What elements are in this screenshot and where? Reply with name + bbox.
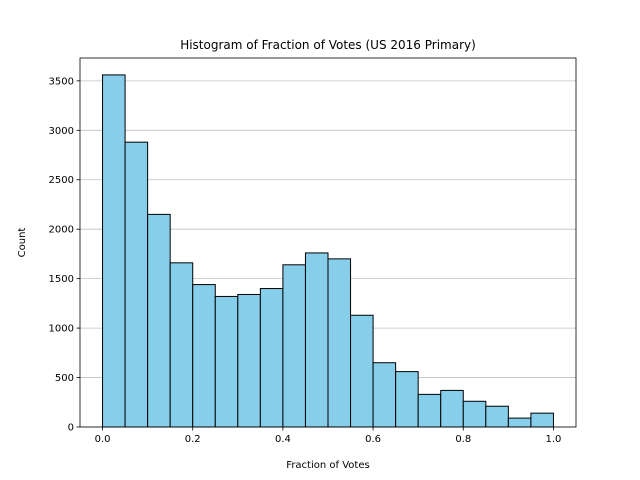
x-tick-label: 0.2 bbox=[185, 434, 201, 445]
y-tick-label: 1000 bbox=[49, 324, 74, 335]
y-tick-label: 0 bbox=[68, 423, 74, 434]
bar bbox=[147, 213, 171, 428]
y-tick-label: 3500 bbox=[49, 76, 74, 87]
bar bbox=[282, 264, 306, 428]
bar bbox=[327, 258, 352, 428]
y-tick-label: 2500 bbox=[49, 175, 74, 186]
bar bbox=[124, 141, 149, 428]
y-tick-label: 1500 bbox=[49, 274, 74, 285]
bar bbox=[350, 314, 374, 428]
bar bbox=[372, 362, 397, 428]
x-tick-label: 0.6 bbox=[365, 434, 381, 445]
y-tick-label: 500 bbox=[55, 373, 74, 384]
bar bbox=[237, 293, 261, 428]
bar bbox=[169, 262, 194, 428]
x-axis-label: Fraction of Votes bbox=[286, 460, 369, 471]
bar bbox=[192, 284, 216, 428]
bar bbox=[462, 400, 487, 428]
bar bbox=[214, 295, 239, 428]
y-tick-label: 2000 bbox=[49, 225, 74, 236]
bar bbox=[507, 417, 532, 428]
bar bbox=[417, 393, 442, 428]
bar bbox=[440, 389, 464, 428]
bar bbox=[102, 74, 126, 428]
bar bbox=[485, 405, 509, 428]
bar bbox=[304, 252, 329, 428]
bar bbox=[530, 412, 554, 428]
bar bbox=[395, 371, 419, 428]
chart-title: Histogram of Fraction of Votes (US 2016 … bbox=[180, 38, 476, 52]
y-axis-label: Count bbox=[17, 228, 28, 258]
x-tick-label: 1.0 bbox=[546, 434, 562, 445]
y-tick-label: 3000 bbox=[49, 126, 74, 137]
x-tick-label: 0.8 bbox=[455, 434, 471, 445]
plot-frame bbox=[79, 57, 577, 428]
bar bbox=[259, 288, 284, 428]
x-tick-label: 0.0 bbox=[95, 434, 111, 445]
x-tick-label: 0.4 bbox=[275, 434, 291, 445]
